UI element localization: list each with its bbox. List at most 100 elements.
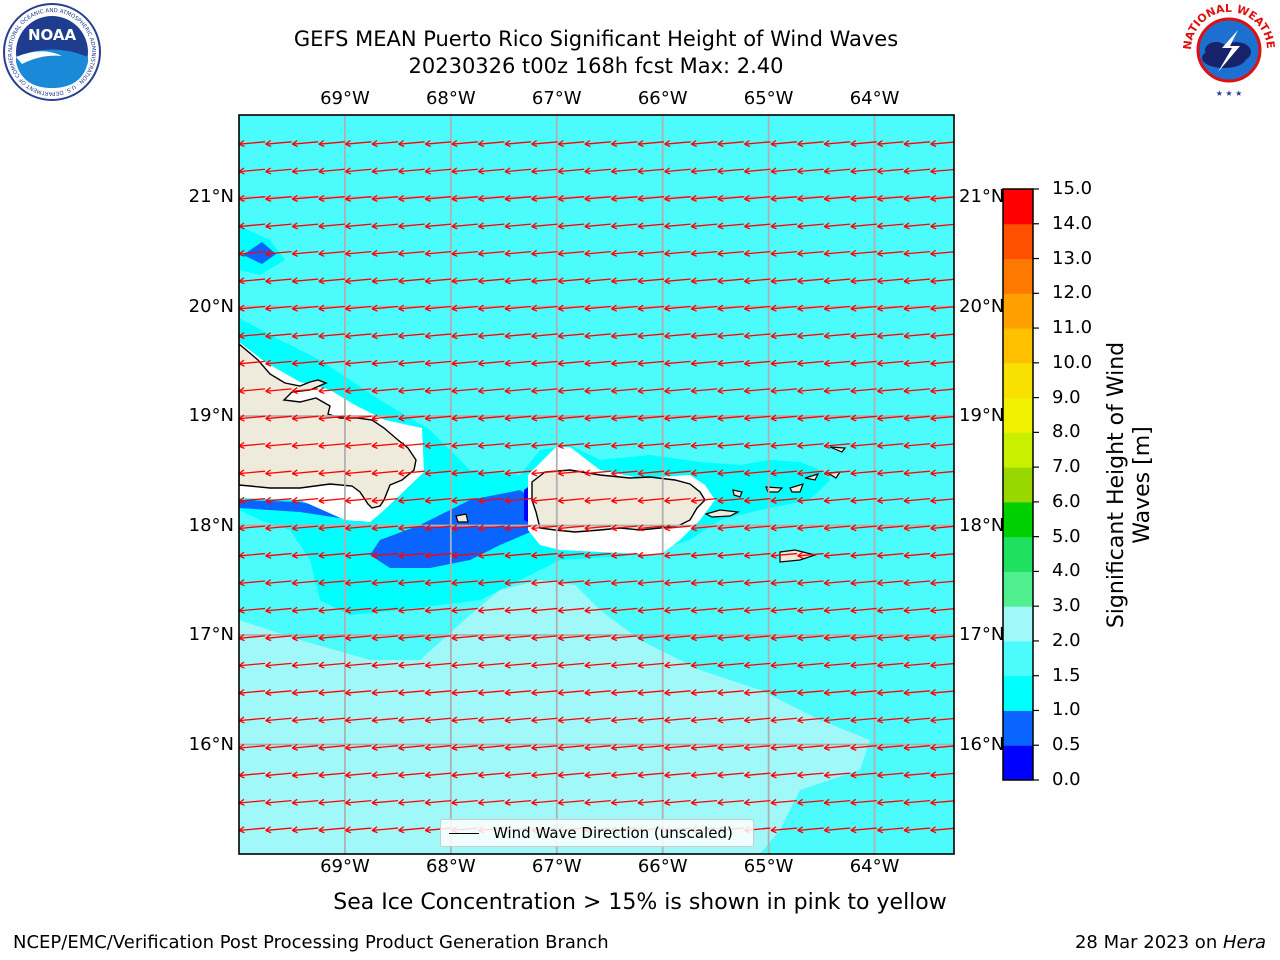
wind-wave-arrow bbox=[239, 634, 266, 642]
wind-wave-arrow bbox=[744, 359, 771, 367]
wind-wave-arrow bbox=[903, 222, 931, 230]
wind-wave-arrow bbox=[744, 469, 771, 477]
wind-wave-arrow bbox=[531, 606, 558, 614]
wind-wave-arrow bbox=[903, 167, 931, 175]
wind-wave-arrow bbox=[345, 387, 372, 395]
lat-label-left: 16°N bbox=[188, 733, 234, 755]
lat-label-left: 19°N bbox=[188, 405, 234, 427]
wind-wave-arrow bbox=[664, 222, 691, 230]
wind-wave-arrow bbox=[478, 579, 505, 587]
colorbar-band bbox=[1003, 536, 1033, 572]
wind-wave-arrow bbox=[345, 579, 372, 587]
wind-wave-arrow bbox=[717, 524, 744, 532]
wind-wave-arrow bbox=[265, 826, 292, 834]
wind-wave-arrow bbox=[744, 249, 771, 257]
wind-wave-arrow bbox=[345, 798, 372, 806]
wind-wave-arrow bbox=[345, 359, 372, 367]
wind-wave-arrow bbox=[770, 826, 798, 834]
wind-wave-arrow bbox=[371, 167, 399, 175]
wind-wave-arrow bbox=[531, 222, 558, 230]
wind-wave-arrow bbox=[877, 387, 904, 395]
colorbar-band bbox=[1003, 258, 1033, 294]
wind-wave-arrow bbox=[664, 661, 691, 669]
colorbar-band bbox=[1003, 640, 1033, 677]
wind-wave-arrow bbox=[318, 606, 345, 614]
wind-wave-arrow bbox=[557, 771, 585, 779]
wind-wave-arrow bbox=[744, 661, 771, 669]
wind-wave-arrow bbox=[823, 826, 851, 834]
wind-wave-arrow bbox=[345, 304, 372, 312]
wind-wave-arrow bbox=[504, 222, 532, 230]
wind-wave-arrow bbox=[637, 551, 665, 559]
wind-wave-arrow bbox=[637, 716, 665, 724]
wind-wave-arrow bbox=[637, 167, 665, 175]
wind-wave-arrow bbox=[611, 688, 638, 697]
wind-wave-arrow bbox=[318, 222, 345, 230]
footer-machine: Hera bbox=[1222, 932, 1266, 953]
wind-wave-arrow bbox=[504, 688, 532, 697]
wind-wave-arrow bbox=[318, 661, 345, 669]
wind-wave-arrow bbox=[690, 606, 718, 614]
wind-wave-arrow bbox=[531, 304, 558, 312]
wind-wave-arrow bbox=[345, 716, 372, 724]
wind-wave-arrow bbox=[690, 387, 718, 395]
wind-wave-arrow bbox=[744, 387, 771, 395]
wind-wave-arrow bbox=[850, 661, 877, 669]
wind-wave-arrow bbox=[318, 441, 345, 450]
wind-wave-arrow bbox=[398, 606, 425, 614]
wind-wave-arrow bbox=[318, 387, 345, 395]
wind-wave-arrow bbox=[424, 359, 452, 367]
colorbar-tick-label: 7.0 bbox=[1052, 456, 1081, 478]
wind-wave-arrow bbox=[930, 194, 954, 202]
wind-wave-arrow bbox=[557, 524, 585, 532]
wind-wave-arrow bbox=[318, 688, 345, 697]
wind-wave-arrow bbox=[424, 387, 452, 395]
wind-wave-arrow bbox=[345, 606, 372, 614]
wind-wave-arrow bbox=[265, 414, 292, 422]
wind-wave-arrow bbox=[611, 606, 638, 614]
wind-wave-arrow bbox=[637, 222, 665, 230]
wind-wave-arrow bbox=[877, 441, 904, 450]
wind-wave-arrow bbox=[318, 304, 345, 312]
wind-wave-arrow bbox=[504, 716, 532, 724]
wind-wave-arrow bbox=[877, 359, 904, 367]
map-frame bbox=[238, 114, 955, 855]
wind-wave-arrow bbox=[318, 826, 345, 834]
svg-text:★ ★ ★: ★ ★ ★ bbox=[1216, 89, 1243, 98]
wind-wave-arrow bbox=[903, 332, 931, 340]
wind-wave-arrow bbox=[823, 359, 851, 367]
wind-wave-arrow bbox=[717, 661, 744, 669]
wind-wave-arrow bbox=[531, 359, 558, 367]
wind-wave-arrow bbox=[451, 716, 478, 724]
wind-wave-arrow bbox=[823, 716, 851, 724]
wind-wave-arrow bbox=[850, 359, 877, 367]
wind-wave-arrow bbox=[930, 414, 954, 422]
wind-wave-arrow bbox=[850, 304, 877, 312]
wind-wave-arrow bbox=[398, 167, 425, 175]
wind-wave-arrow bbox=[504, 277, 532, 285]
wind-wave-arrow bbox=[291, 496, 319, 504]
wave-height-region-0.5-1 bbox=[239, 500, 365, 522]
wind-wave-arrow bbox=[611, 414, 638, 422]
wind-wave-arrow bbox=[690, 194, 718, 202]
wind-wave-arrow bbox=[291, 222, 319, 230]
wind-wave-arrow bbox=[664, 551, 691, 559]
footer-date: 28 Mar 2023 on Hera bbox=[1074, 932, 1266, 953]
wind-wave-arrow bbox=[770, 222, 798, 230]
wind-wave-arrow bbox=[744, 304, 771, 312]
wind-wave-arrow bbox=[797, 304, 824, 312]
wind-wave-arrow bbox=[584, 551, 611, 559]
wind-wave-arrow bbox=[557, 551, 585, 559]
wind-wave-arrow bbox=[611, 716, 638, 724]
lon-label-bottom: 68°W bbox=[425, 856, 476, 877]
wind-wave-arrow bbox=[584, 359, 611, 367]
colorbar-tick-label: 1.0 bbox=[1052, 699, 1081, 721]
wind-wave-arrow bbox=[930, 249, 954, 257]
wind-wave-arrow bbox=[531, 249, 558, 257]
wind-wave-arrow bbox=[637, 414, 665, 422]
wind-wave-arrow bbox=[451, 688, 478, 697]
colorbar-band bbox=[1003, 745, 1033, 781]
wind-wave-arrow bbox=[717, 551, 744, 559]
wind-wave-arrow bbox=[265, 716, 292, 724]
wind-wave-arrow bbox=[930, 634, 954, 642]
